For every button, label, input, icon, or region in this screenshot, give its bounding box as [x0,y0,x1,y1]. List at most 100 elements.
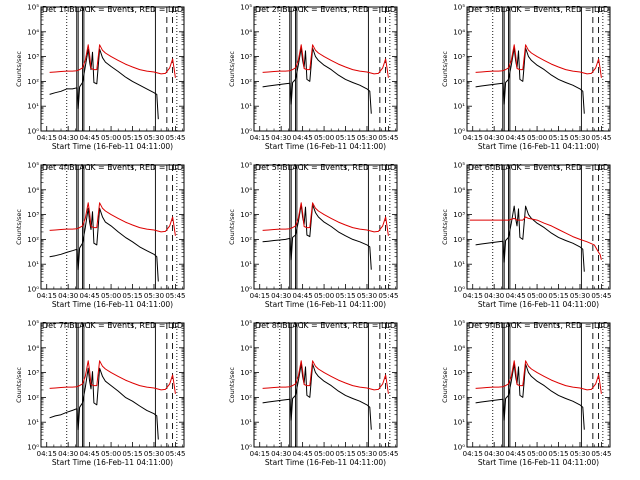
y-tick-label: 10⁰ [27,286,39,294]
panel-title: Det 2f BLACK = Events, RED = LLD [255,5,396,14]
x-tick-label: 04:45 [293,450,313,458]
y-tick-label: 10⁵ [453,320,465,328]
plot-frame [40,322,185,448]
plot-frame [253,6,398,132]
x-tick-label: 05:45 [378,292,398,300]
series-line-events [475,47,585,114]
panel-title: Det 5f BLACK = Events, RED = LLD [255,163,396,172]
x-tick-label: 05:00 [314,450,334,458]
x-tick-label: 05:45 [591,450,611,458]
x-tick-label: 05:15 [548,292,568,300]
series-line-events [262,47,372,114]
y-tick-label: 10² [240,394,252,402]
y-axis-label: Counts/sec [15,367,23,403]
y-axis-label: Counts/sec [228,209,236,245]
series-line-events [475,205,585,272]
panel-title: Det 8f BLACK = Events, RED = LLD [255,321,396,330]
y-tick-label: 10³ [27,53,39,61]
x-axis-label: Start Time (16-Feb-11 04:11:00) [52,300,173,309]
x-tick-label: 05:30 [570,292,590,300]
y-tick-label: 10⁵ [27,4,39,12]
panel-title: Det 7f BLACK = Events, RED = LLD [42,321,183,330]
y-tick-label: 10¹ [27,103,39,111]
x-tick-label: 05:15 [548,134,568,142]
y-axis-label: Counts/sec [15,51,23,87]
y-tick-label: 10² [453,394,465,402]
y-tick-label: 10³ [27,369,39,377]
x-tick-label: 04:45 [506,292,526,300]
x-tick-label: 05:00 [101,450,121,458]
y-tick-label: 10¹ [27,419,39,427]
panel-title: Det 3f BLACK = Events, RED = LLD [468,5,609,14]
x-axis-label: Start Time (16-Feb-11 04:11:00) [52,458,173,467]
y-tick-label: 10¹ [27,261,39,269]
x-tick-label: 04:15 [463,450,483,458]
x-tick-label: 05:30 [357,292,377,300]
x-tick-label: 04:45 [293,292,313,300]
x-tick-label: 05:00 [101,292,121,300]
y-tick-label: 10⁵ [27,162,39,170]
series-line-lld [262,44,389,78]
x-axis-label: Start Time (16-Feb-11 04:11:00) [52,142,173,151]
y-tick-label: 10² [240,78,252,86]
x-tick-label: 05:00 [527,450,547,458]
x-tick-label: 04:15 [463,292,483,300]
y-axis-label: Counts/sec [15,209,23,245]
x-tick-label: 04:15 [250,292,270,300]
x-tick-label: 05:45 [378,450,398,458]
x-tick-label: 04:30 [271,134,291,142]
y-tick-label: 10² [240,236,252,244]
y-axis-label: Counts/sec [441,51,449,87]
series-line-lld [469,216,602,260]
y-tick-label: 10⁴ [240,344,252,352]
y-tick-label: 10² [27,78,39,86]
y-tick-label: 10³ [27,211,39,219]
x-tick-label: 04:30 [58,450,78,458]
x-tick-label: 05:15 [122,292,142,300]
x-tick-label: 04:45 [293,134,313,142]
x-tick-label: 05:15 [335,292,355,300]
series-line-events [475,363,585,430]
x-tick-label: 05:45 [165,450,185,458]
y-tick-label: 10⁵ [240,4,252,12]
y-tick-label: 10⁰ [453,128,465,136]
y-tick-label: 10² [453,236,465,244]
x-tick-label: 05:45 [591,134,611,142]
x-tick-label: 04:45 [80,450,100,458]
x-tick-label: 05:45 [378,134,398,142]
series-line-lld [49,44,176,78]
plot-frame [253,322,398,448]
x-tick-label: 04:30 [484,292,504,300]
x-tick-label: 05:00 [314,292,334,300]
y-tick-label: 10¹ [453,419,465,427]
x-tick-label: 04:30 [271,450,291,458]
x-tick-label: 05:15 [122,134,142,142]
x-tick-label: 04:45 [506,450,526,458]
y-tick-label: 10⁰ [240,286,252,294]
y-tick-label: 10⁴ [27,28,39,36]
y-tick-label: 10⁵ [453,162,465,170]
y-tick-label: 10⁴ [453,344,465,352]
y-tick-label: 10⁵ [27,320,39,328]
panel-title: Det 1f BLACK = Events, RED = LLD [42,5,183,14]
x-tick-label: 04:45 [80,134,100,142]
y-tick-label: 10³ [240,53,252,61]
plot-frame [40,164,185,290]
series-line-lld [475,360,602,394]
x-tick-label: 05:45 [591,292,611,300]
y-tick-label: 10⁰ [240,444,252,452]
y-tick-label: 10⁰ [27,128,39,136]
y-tick-label: 10⁴ [240,186,252,194]
x-tick-label: 05:15 [548,450,568,458]
x-tick-label: 04:30 [58,134,78,142]
series-line-lld [475,44,602,78]
series-line-lld [262,202,389,236]
y-tick-label: 10⁵ [240,320,252,328]
